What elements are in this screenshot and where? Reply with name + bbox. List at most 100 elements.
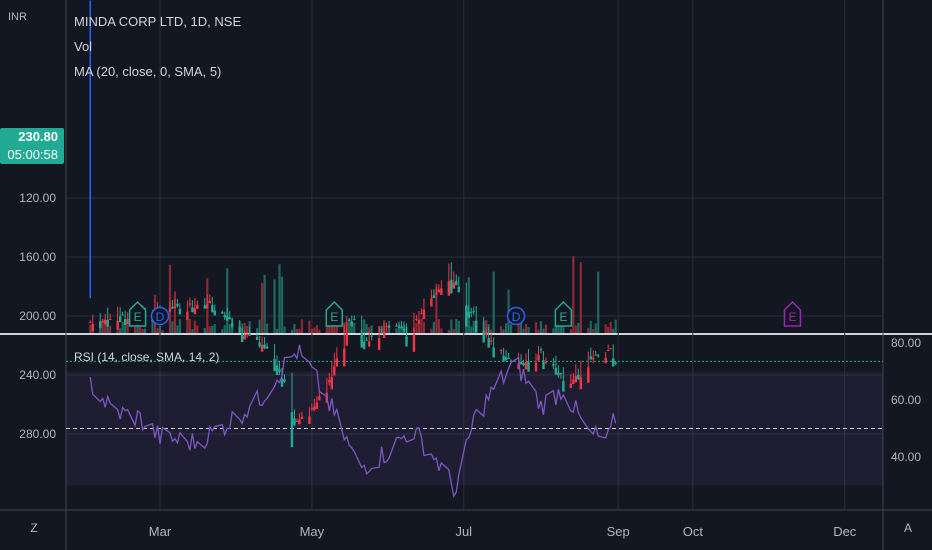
- last-price-tag: 230.80: [0, 128, 64, 146]
- ma-legend: MA (20, close, 0, SMA, 5): [74, 64, 222, 79]
- candle-body: [365, 339, 368, 341]
- candle-body: [400, 326, 403, 329]
- earnings-marker[interactable]: E: [128, 300, 147, 327]
- candle-body: [597, 355, 600, 357]
- candle-body: [487, 337, 490, 348]
- candle-body: [260, 344, 264, 352]
- marker-label: D: [512, 310, 521, 324]
- candle-body: [208, 300, 211, 304]
- candle-body: [385, 326, 388, 328]
- candle-body: [328, 380, 331, 383]
- candle-body: [455, 281, 458, 286]
- candle-body: [193, 308, 197, 315]
- time-tick-label: Jul: [455, 524, 472, 539]
- earnings-marker[interactable]: E: [783, 300, 802, 327]
- volume-bar: [124, 324, 127, 333]
- candle-body: [557, 372, 560, 376]
- dividend-marker[interactable]: D: [506, 306, 526, 326]
- volume-bar: [607, 327, 610, 333]
- candle-body: [196, 304, 199, 309]
- candle-body: [248, 333, 251, 336]
- chart-title: MINDA CORP LTD, 1D, NSE: [74, 14, 242, 29]
- rsi-tick-label: 40.00: [891, 450, 921, 464]
- candle-body: [607, 350, 610, 352]
- candle-body: [171, 306, 174, 309]
- volume-bar: [348, 321, 351, 333]
- time-tick-label: Mar: [149, 524, 172, 539]
- price-tick-label: 280.00: [19, 427, 56, 441]
- volume-bar: [612, 328, 615, 333]
- volume-bar: [485, 320, 488, 333]
- earnings-marker[interactable]: E: [325, 300, 344, 327]
- candle-body: [273, 359, 276, 372]
- candle-body: [470, 311, 473, 313]
- candle-body: [255, 337, 259, 340]
- candle-body: [188, 303, 192, 305]
- currency-label: INR: [8, 11, 27, 23]
- time-tick-label: Dec: [833, 524, 857, 539]
- volume-bar: [191, 329, 194, 333]
- candle-body: [499, 350, 503, 352]
- dividend-marker[interactable]: D: [150, 306, 170, 326]
- volume-bar: [587, 327, 590, 333]
- volume-bar: [609, 321, 612, 333]
- time-tick-label: Sep: [607, 524, 630, 539]
- candle-body: [440, 288, 443, 295]
- candle-body: [472, 311, 475, 313]
- volume-bar: [614, 319, 617, 333]
- candle-body: [258, 342, 261, 347]
- volume-bar: [422, 322, 426, 333]
- candle-body: [191, 307, 194, 313]
- volume-bar: [310, 328, 313, 333]
- volume-bar: [542, 328, 545, 333]
- volume-bar: [430, 328, 433, 333]
- volume-bar: [325, 324, 328, 333]
- volume-bar: [387, 325, 391, 333]
- candle-body: [412, 334, 416, 352]
- volume-bar: [280, 276, 284, 333]
- candle-body: [457, 286, 460, 293]
- volume-bar: [173, 291, 177, 333]
- volume-bar: [589, 321, 592, 333]
- candle-body: [101, 321, 104, 323]
- candle-body: [362, 341, 366, 350]
- volume-legend: Vol: [74, 39, 93, 54]
- rsi-line: [89, 344, 617, 499]
- axes: 120.00 160.00 200.00 240.00 280.00 Mar May Jul S…: [19, 191, 921, 539]
- candle-body: [492, 347, 495, 358]
- volume-bar: [136, 326, 139, 333]
- time-tick-label: Oct: [683, 524, 704, 539]
- candle-body: [604, 357, 607, 364]
- countdown-tag: 05:00:58: [0, 146, 64, 164]
- volume-bar: [293, 324, 296, 333]
- volume-bar: [365, 323, 368, 333]
- candle-body: [211, 305, 214, 313]
- candle-body: [353, 318, 356, 320]
- volume-bar: [295, 329, 299, 333]
- auto-scale-a-button[interactable]: A: [903, 521, 912, 535]
- candle-body: [519, 361, 523, 365]
- rsi-tick-label: 80.00: [891, 336, 921, 350]
- volume-bar: [298, 328, 301, 333]
- volume-bar: [333, 323, 336, 333]
- candle-body: [475, 320, 478, 333]
- volume-bar: [151, 321, 154, 333]
- auto-scale-z-button[interactable]: Z: [30, 521, 38, 535]
- volume-bar: [597, 271, 600, 333]
- volume-bar: [213, 324, 216, 333]
- volume-bar: [300, 319, 304, 333]
- earnings-marker[interactable]: E: [554, 300, 573, 327]
- candle-body: [313, 406, 316, 411]
- candle-body: [569, 383, 573, 389]
- candle-body: [280, 379, 284, 387]
- candle-body: [484, 332, 488, 335]
- candle-body: [308, 416, 311, 425]
- candle-body: [293, 418, 296, 426]
- candle-body: [544, 362, 548, 364]
- candle-body: [447, 281, 451, 296]
- volume-bar: [171, 321, 174, 333]
- volume-bar: [119, 328, 122, 333]
- candle-body: [213, 310, 216, 316]
